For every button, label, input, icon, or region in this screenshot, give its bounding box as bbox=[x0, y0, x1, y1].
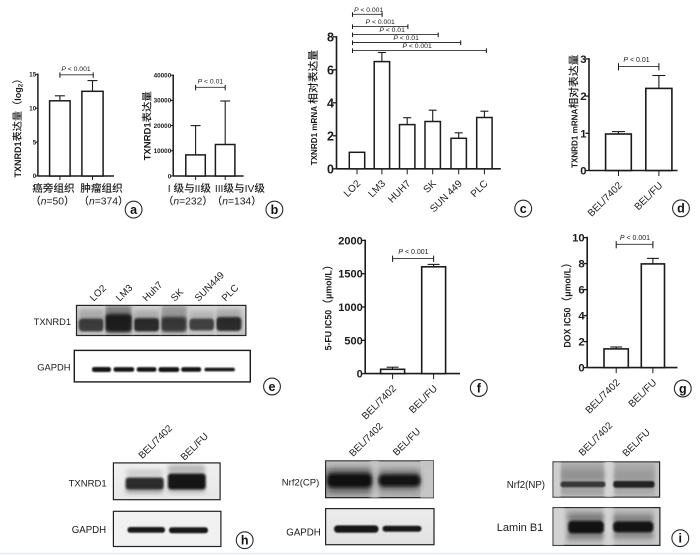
svg-text:2: 2 bbox=[580, 91, 586, 103]
svg-text:Nrf2(NP): Nrf2(NP) bbox=[507, 480, 545, 491]
svg-text:20000: 20000 bbox=[154, 123, 172, 130]
svg-text:500: 500 bbox=[344, 335, 362, 347]
svg-text:5: 5 bbox=[33, 139, 37, 146]
svg-text:b: b bbox=[271, 203, 279, 217]
svg-text:P: P bbox=[393, 35, 398, 42]
svg-text:h: h bbox=[241, 534, 249, 548]
svg-text:I: I bbox=[168, 184, 174, 195]
svg-text:=374: =374 bbox=[95, 197, 118, 208]
svg-text:30000: 30000 bbox=[154, 98, 172, 105]
svg-text:TXNRD1: TXNRD1 bbox=[143, 122, 154, 161]
svg-text:6: 6 bbox=[578, 285, 584, 297]
svg-text:10000: 10000 bbox=[154, 148, 172, 155]
svg-text:P: P bbox=[198, 79, 203, 86]
svg-text:i: i bbox=[679, 532, 682, 546]
svg-text:f: f bbox=[477, 381, 482, 395]
svg-text:2000: 2000 bbox=[338, 235, 362, 247]
svg-text:n: n bbox=[41, 197, 47, 208]
svg-text:=134: =134 bbox=[228, 197, 251, 208]
svg-text:8: 8 bbox=[327, 30, 334, 44]
svg-text:< 0.001: < 0.001 bbox=[66, 66, 91, 73]
svg-text:2: 2 bbox=[578, 337, 584, 349]
svg-text:4: 4 bbox=[578, 311, 585, 323]
svg-text:0: 0 bbox=[580, 166, 586, 178]
svg-text:=232: =232 bbox=[179, 197, 202, 208]
svg-text:GAPDH: GAPDH bbox=[72, 525, 106, 536]
svg-text:15: 15 bbox=[29, 72, 36, 79]
svg-text:3: 3 bbox=[580, 54, 586, 66]
svg-text:< 0.001: < 0.001 bbox=[370, 19, 395, 26]
svg-text:1: 1 bbox=[580, 128, 586, 140]
svg-text:n: n bbox=[173, 197, 179, 208]
svg-text:μmol/L: μmol/L bbox=[324, 270, 334, 299]
svg-text:P: P bbox=[620, 235, 625, 242]
svg-text:0: 0 bbox=[33, 173, 37, 180]
svg-text:GAPDH: GAPDH bbox=[37, 362, 70, 373]
svg-text:< 0.001: < 0.001 bbox=[358, 7, 383, 14]
svg-text:0: 0 bbox=[578, 363, 584, 375]
svg-text:< 0.001: < 0.001 bbox=[625, 235, 651, 242]
svg-text:2: 2 bbox=[327, 129, 334, 143]
svg-text:0: 0 bbox=[327, 162, 334, 176]
svg-text:P: P bbox=[402, 43, 407, 50]
svg-text:c: c bbox=[520, 202, 527, 216]
svg-text:d: d bbox=[677, 202, 685, 216]
svg-text:P: P bbox=[61, 66, 66, 73]
svg-text:< 0.001: < 0.001 bbox=[403, 249, 429, 256]
svg-text:Lamin B1: Lamin B1 bbox=[497, 522, 543, 534]
svg-text:II: II bbox=[195, 184, 201, 195]
svg-text:10: 10 bbox=[572, 233, 585, 245]
svg-text:DOX IC50: DOX IC50 bbox=[563, 307, 573, 347]
svg-text:TXNRD1 mRNA: TXNRD1 mRNA bbox=[310, 104, 319, 165]
svg-text:TXNRD1: TXNRD1 bbox=[34, 316, 72, 327]
svg-text:< 0.01: < 0.01 bbox=[384, 27, 405, 34]
svg-text:< 0.01: < 0.01 bbox=[202, 79, 223, 86]
svg-text:0: 0 bbox=[357, 369, 363, 381]
svg-text:8: 8 bbox=[578, 259, 584, 271]
svg-text:6: 6 bbox=[327, 63, 334, 77]
svg-text:5-FU IC50: 5-FU IC50 bbox=[324, 310, 334, 351]
svg-text:P: P bbox=[398, 249, 403, 256]
svg-text:e: e bbox=[269, 380, 276, 394]
svg-text:0: 0 bbox=[168, 173, 172, 180]
svg-text:TXNRD1 mRNA: TXNRD1 mRNA bbox=[571, 108, 580, 168]
svg-text:IV: IV bbox=[245, 184, 255, 195]
svg-text:n: n bbox=[89, 197, 95, 208]
svg-text:TXNRD1: TXNRD1 bbox=[13, 141, 23, 177]
svg-text:< 0.001: < 0.001 bbox=[407, 43, 432, 50]
svg-text:log: log bbox=[13, 87, 23, 101]
svg-text:a: a bbox=[130, 203, 138, 217]
svg-text:2: 2 bbox=[18, 83, 25, 87]
svg-text:n: n bbox=[222, 197, 228, 208]
svg-text:III: III bbox=[215, 184, 224, 195]
svg-text:< 0.01: < 0.01 bbox=[628, 57, 650, 64]
svg-text:10: 10 bbox=[29, 105, 36, 112]
svg-text:40000: 40000 bbox=[154, 72, 172, 79]
svg-text:4: 4 bbox=[327, 96, 334, 110]
svg-text:< 0.01: < 0.01 bbox=[398, 35, 419, 42]
svg-text:TXNRD1: TXNRD1 bbox=[69, 478, 107, 489]
svg-text:Nrf2(CP): Nrf2(CP) bbox=[282, 478, 319, 489]
svg-text:GAPDH: GAPDH bbox=[286, 528, 320, 539]
svg-text:P: P bbox=[366, 19, 371, 26]
svg-text:μmol/L: μmol/L bbox=[563, 267, 573, 296]
svg-text:=50: =50 bbox=[47, 197, 65, 208]
svg-text:g: g bbox=[679, 382, 687, 396]
svg-text:P: P bbox=[623, 57, 628, 64]
svg-text:P: P bbox=[379, 27, 384, 34]
svg-text:P: P bbox=[354, 7, 359, 14]
svg-text:1500: 1500 bbox=[338, 269, 362, 281]
svg-text:1000: 1000 bbox=[338, 302, 362, 314]
